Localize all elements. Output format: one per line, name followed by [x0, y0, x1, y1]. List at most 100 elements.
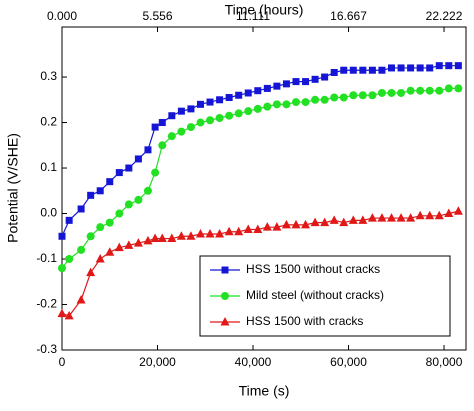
marker	[273, 82, 281, 90]
x-tick-label: 80,000	[426, 355, 463, 369]
marker	[225, 111, 234, 120]
marker	[133, 238, 143, 247]
marker	[311, 75, 319, 83]
marker	[65, 216, 73, 224]
marker	[310, 217, 320, 227]
marker	[195, 228, 205, 238]
marker	[96, 223, 105, 232]
y-tick-label: -0.3	[36, 342, 57, 356]
marker	[215, 113, 224, 122]
marker	[196, 118, 205, 127]
marker	[124, 200, 133, 209]
marker	[186, 123, 195, 132]
marker	[407, 64, 415, 72]
marker	[426, 64, 434, 72]
marker	[416, 86, 425, 95]
marker	[406, 213, 416, 222]
marker	[77, 205, 85, 213]
marker	[150, 233, 160, 243]
marker	[167, 132, 176, 141]
marker	[291, 98, 300, 107]
y-axis-label: Potential (V/SHE)	[5, 133, 21, 243]
marker	[434, 210, 444, 220]
marker	[320, 217, 330, 227]
marker	[234, 109, 243, 118]
marker	[435, 86, 444, 95]
marker	[291, 219, 301, 229]
y-tick-label: 0.2	[40, 115, 57, 129]
y-tick-label: 0.3	[40, 69, 57, 83]
marker	[215, 228, 225, 238]
marker	[105, 247, 115, 256]
marker	[388, 64, 396, 72]
marker	[151, 168, 160, 177]
marker	[96, 187, 104, 195]
marker	[330, 68, 338, 76]
marker	[321, 73, 329, 81]
marker	[425, 210, 435, 220]
marker	[396, 213, 406, 222]
marker	[177, 127, 186, 136]
marker	[358, 91, 367, 100]
marker	[58, 232, 66, 240]
marker	[282, 80, 290, 88]
marker	[359, 66, 367, 74]
marker	[339, 93, 348, 102]
y-tick-label: 0.1	[40, 160, 57, 174]
x-tick-label: 60,000	[330, 355, 367, 369]
legend-label: HSS 1500 with cracks	[246, 314, 363, 328]
marker	[235, 91, 243, 99]
y-tick-label: -0.1	[36, 251, 57, 265]
marker	[134, 195, 143, 204]
marker	[397, 64, 405, 72]
marker	[340, 66, 348, 74]
marker	[115, 209, 124, 218]
marker	[87, 191, 95, 199]
marker	[177, 107, 185, 115]
marker	[234, 226, 244, 236]
marker	[224, 226, 234, 236]
marker	[216, 96, 224, 104]
marker	[368, 66, 376, 74]
marker	[221, 266, 229, 274]
marker	[311, 95, 320, 104]
marker	[301, 98, 310, 107]
marker	[176, 231, 186, 240]
x-tick-label: 0	[59, 355, 66, 369]
marker	[444, 84, 453, 93]
marker	[329, 215, 339, 224]
marker	[406, 86, 415, 95]
marker	[124, 240, 134, 249]
x-tick-label: 20,000	[139, 355, 176, 369]
marker	[348, 215, 358, 224]
marker	[115, 169, 123, 177]
marker	[425, 86, 434, 95]
marker	[387, 213, 397, 222]
marker	[143, 186, 152, 195]
marker	[151, 123, 159, 131]
marker	[186, 231, 196, 240]
marker	[358, 215, 368, 224]
marker	[57, 308, 67, 318]
marker	[367, 213, 377, 222]
marker	[377, 88, 386, 97]
marker	[86, 232, 95, 241]
marker	[134, 155, 142, 163]
marker	[301, 219, 311, 229]
marker	[397, 88, 406, 97]
marker	[95, 254, 105, 263]
marker	[339, 217, 349, 227]
marker	[272, 222, 282, 231]
marker	[302, 78, 310, 86]
marker	[65, 255, 74, 264]
marker	[282, 100, 291, 109]
marker	[76, 294, 86, 304]
x2-tick-label: 16.667	[330, 9, 367, 23]
marker	[158, 119, 166, 127]
marker	[168, 112, 176, 120]
marker	[415, 210, 425, 220]
y-tick-label: -0.2	[36, 297, 57, 311]
marker	[253, 104, 262, 113]
marker	[158, 141, 167, 150]
